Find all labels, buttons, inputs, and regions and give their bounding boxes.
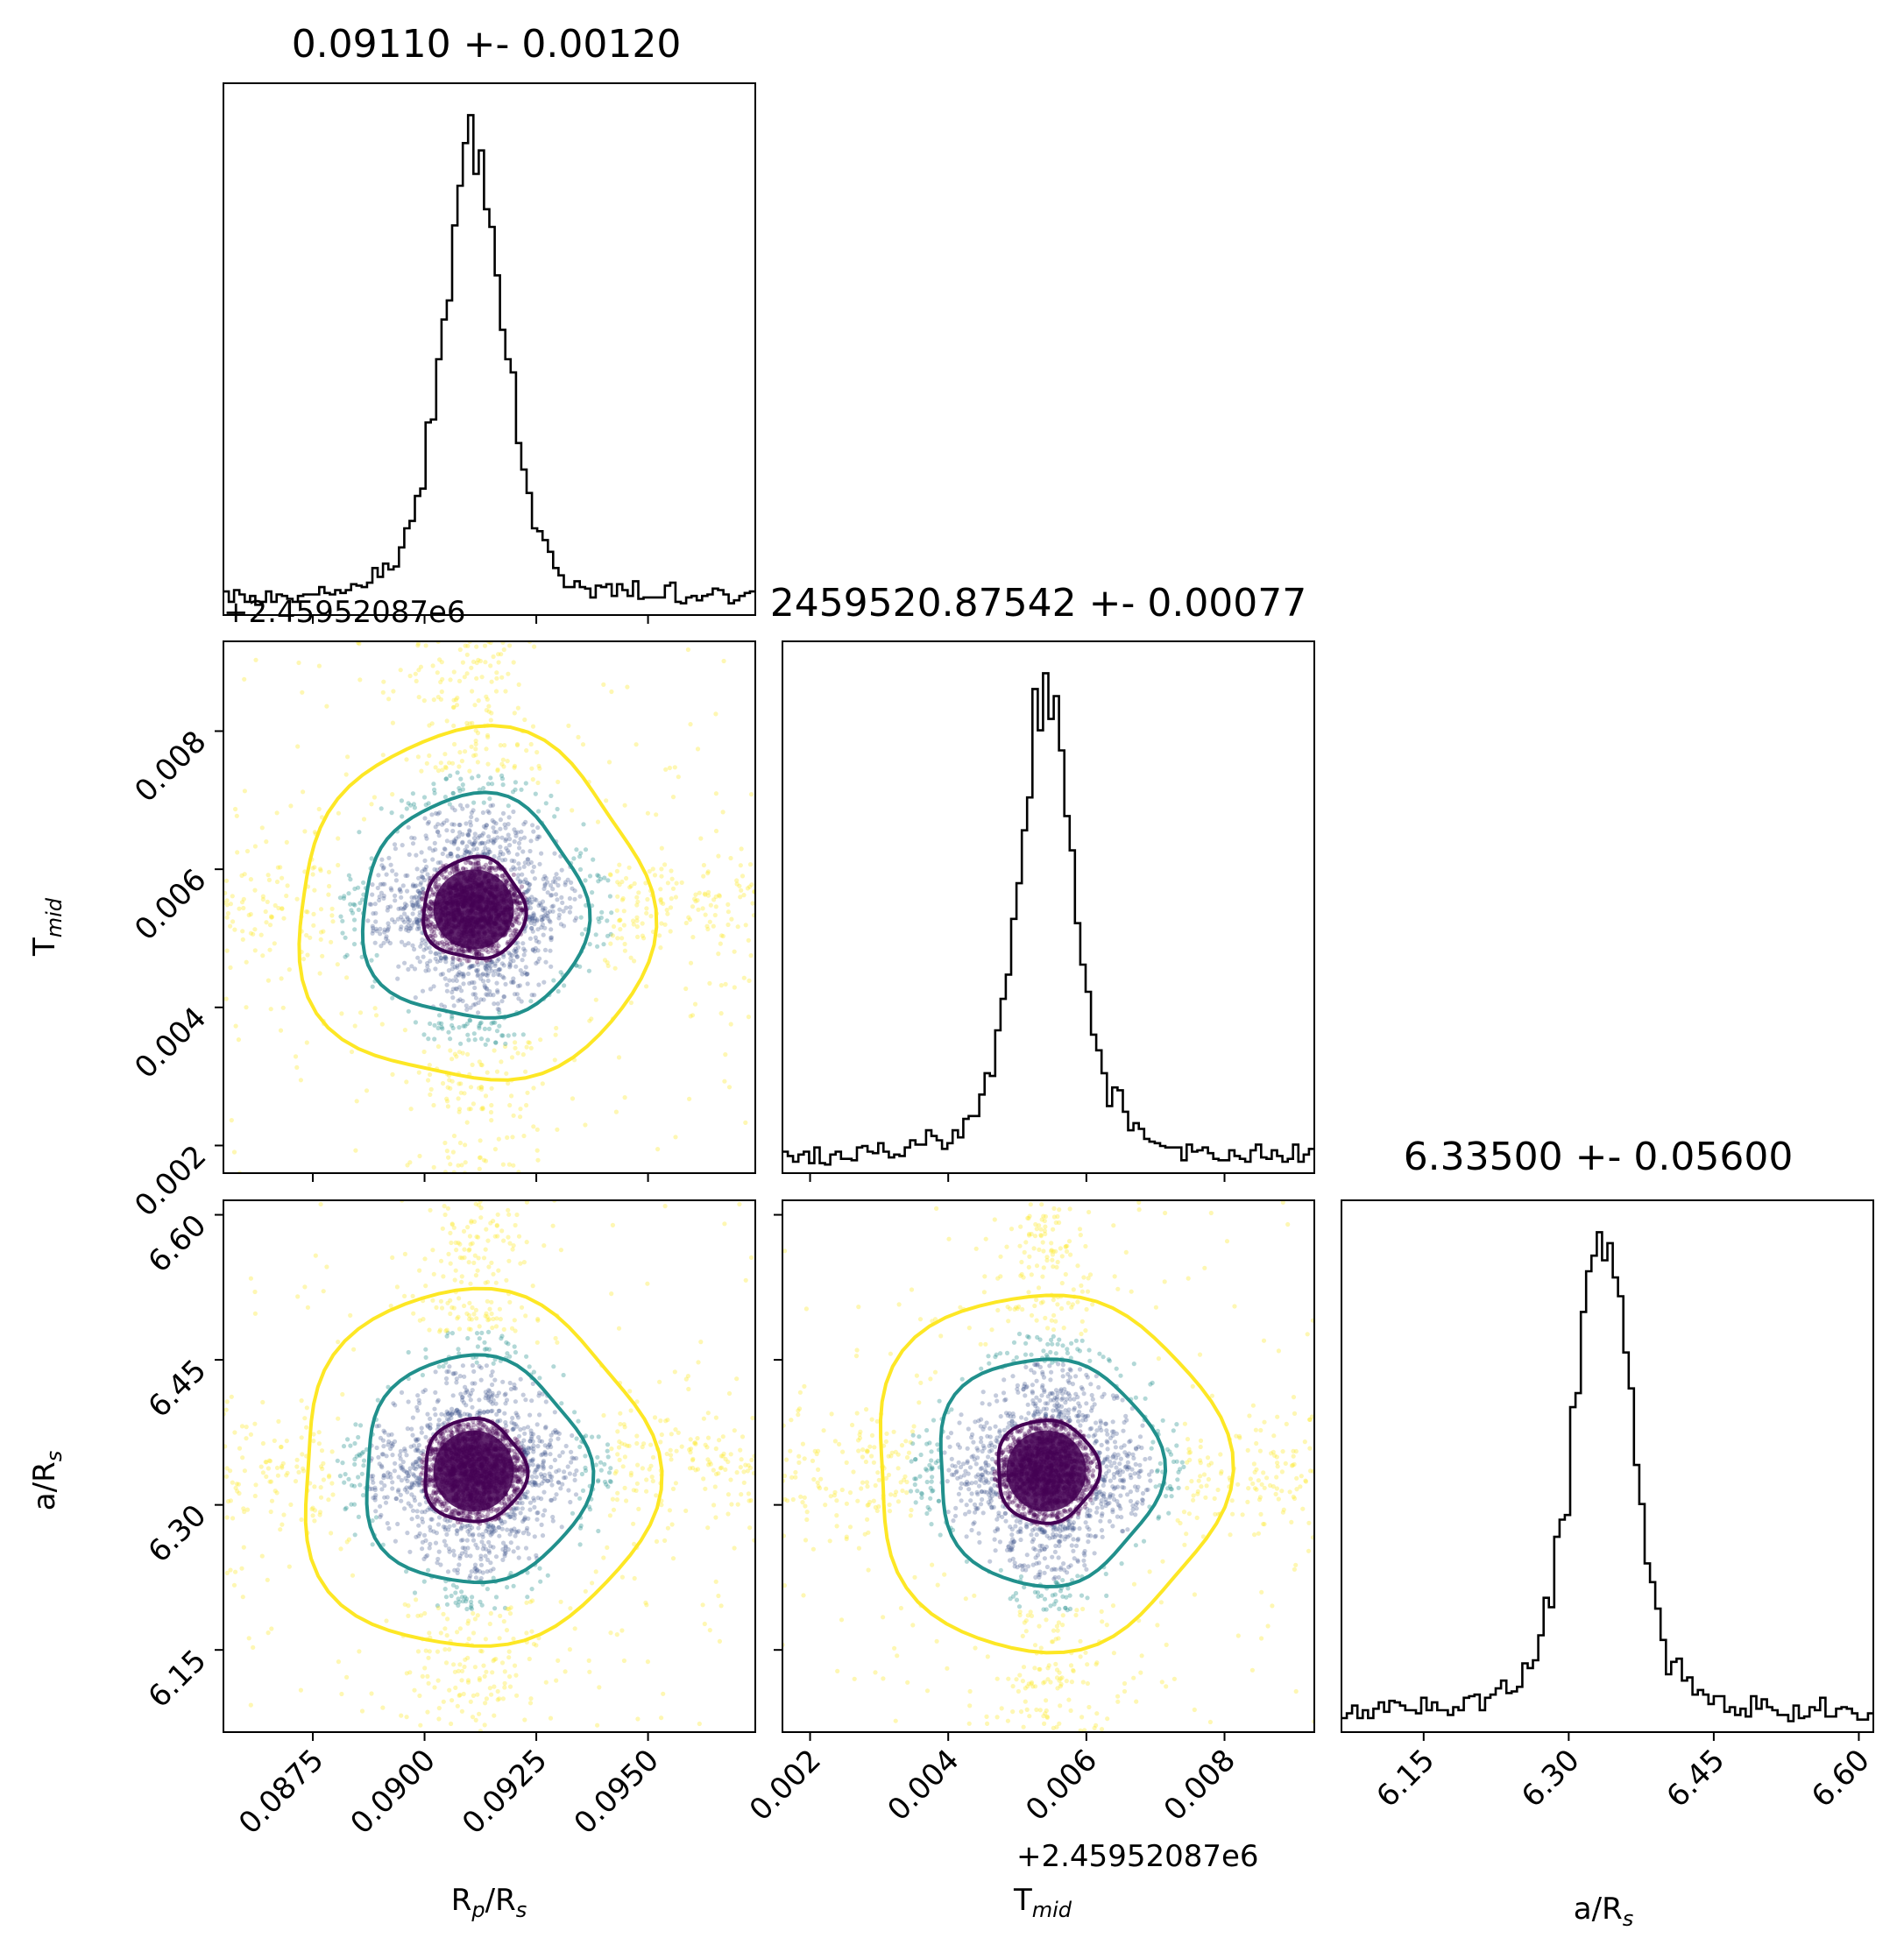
scatter-frame-1 bbox=[223, 1199, 756, 1733]
ytick-label-2-0: 6.15 bbox=[142, 1643, 214, 1715]
xlabel-a-rs-main: a/R bbox=[1574, 1892, 1623, 1927]
xlabel-a-rs-sub: s bbox=[1623, 1906, 1634, 1931]
contour-middle-2 bbox=[938, 1357, 1168, 1589]
ylabel-tmid: Tmid bbox=[27, 897, 67, 957]
xtick-label-1-0: 0.002 bbox=[743, 1743, 828, 1828]
scatter-panel-0-2 bbox=[223, 1199, 756, 1733]
histogram-line-1 bbox=[782, 672, 1314, 1166]
ylabel-a-rs-sub: s bbox=[42, 1451, 67, 1462]
xtick-label-0-0: 0.0875 bbox=[232, 1743, 330, 1841]
xlabel-tmid: Tmid bbox=[1013, 1883, 1072, 1922]
xlabel-rp-sub: p bbox=[471, 1898, 485, 1922]
offset-text-row1: +2.45952087e6 bbox=[223, 595, 466, 630]
contour-middle-0 bbox=[360, 790, 592, 1020]
title-a-rs: 6.33500 +- 0.05600 bbox=[1404, 1135, 1794, 1179]
xtick-label-1-3: 0.008 bbox=[1157, 1743, 1242, 1828]
contour-middle-1 bbox=[365, 1353, 596, 1585]
contour-outer-1 bbox=[303, 1286, 664, 1648]
title-tmid: 2459520.87542 +- 0.00077 bbox=[770, 581, 1307, 626]
xlabel-rp-tail: /R bbox=[485, 1883, 516, 1918]
histogram-line-0 bbox=[223, 114, 755, 606]
panels bbox=[223, 82, 1874, 1733]
hist-panel-1 bbox=[782, 640, 1315, 1174]
ytick-label-1-1: 0.004 bbox=[128, 1001, 213, 1086]
density-core-2 bbox=[1006, 1430, 1086, 1512]
contour-outer-0 bbox=[297, 724, 659, 1082]
xlabel-a-rs: a/Rs bbox=[1574, 1892, 1633, 1931]
scatter-panel-1-2 bbox=[782, 1199, 1315, 1733]
hist-frame-2 bbox=[1341, 1199, 1874, 1733]
xtick-label-0-3: 0.0950 bbox=[568, 1743, 666, 1841]
scatter-panel-0-1 bbox=[223, 640, 756, 1174]
ytick-label-1-0: 0.002 bbox=[128, 1139, 213, 1224]
xtick-label-0-2: 0.0925 bbox=[456, 1743, 554, 1841]
ylabel-tmid-sub: mid bbox=[42, 897, 67, 937]
density-core-0 bbox=[433, 869, 514, 950]
hist-frame-1 bbox=[782, 640, 1315, 1174]
contour-inner-0 bbox=[421, 854, 528, 961]
ytick-label-2-1: 6.30 bbox=[142, 1498, 214, 1570]
contour-outer-2 bbox=[878, 1293, 1235, 1655]
density-core-1 bbox=[433, 1430, 514, 1512]
xlabel-rp-sub2: s bbox=[516, 1898, 527, 1922]
ylabel-a-rs: a/Rs bbox=[27, 1451, 67, 1510]
xtick-label-2-2: 6.45 bbox=[1660, 1743, 1731, 1814]
xlabel-tmid-sub: mid bbox=[1032, 1898, 1072, 1922]
ytick-label-1-3: 0.008 bbox=[128, 725, 213, 810]
xlabel-rp-main: R bbox=[451, 1883, 472, 1918]
ytick-label-2-2: 6.45 bbox=[142, 1353, 214, 1425]
scatter-frame-2 bbox=[782, 1199, 1315, 1733]
xtick-label-1-1: 0.004 bbox=[881, 1743, 966, 1828]
xtick-label-2-1: 6.30 bbox=[1515, 1743, 1587, 1814]
xlabel-rp-rs: Rp/Rs bbox=[451, 1883, 527, 1922]
offset-text-bottom: +2.45952087e6 bbox=[1016, 1839, 1259, 1874]
contour-inner-2 bbox=[996, 1418, 1102, 1525]
contour-inner-1 bbox=[423, 1416, 530, 1524]
hist-panel-2 bbox=[1341, 1199, 1874, 1733]
histogram-line-2 bbox=[1341, 1231, 1873, 1722]
xtick-label-2-3: 6.60 bbox=[1805, 1743, 1877, 1814]
ylabel-a-rs-main: a/R bbox=[27, 1461, 62, 1510]
scatter-frame-0 bbox=[223, 640, 756, 1174]
xlabel-tmid-main: T bbox=[1013, 1883, 1032, 1918]
xtick-label-1-2: 0.006 bbox=[1019, 1743, 1104, 1828]
hist-panel-0 bbox=[223, 82, 756, 616]
xtick-label-0-1: 0.0900 bbox=[343, 1743, 442, 1841]
xtick-label-2-0: 6.15 bbox=[1370, 1743, 1441, 1814]
tick-labels: 0.0875 0.0900 0.0925 0.0950 0.002 0.004 0.006 0… bbox=[128, 615, 1877, 1841]
ytick-label-1-2: 0.006 bbox=[128, 862, 213, 947]
title-rp-rs: 0.09110 +- 0.00120 bbox=[292, 22, 682, 67]
ylabel-tmid-main: T bbox=[27, 937, 62, 957]
hist-frame-0 bbox=[223, 82, 756, 616]
